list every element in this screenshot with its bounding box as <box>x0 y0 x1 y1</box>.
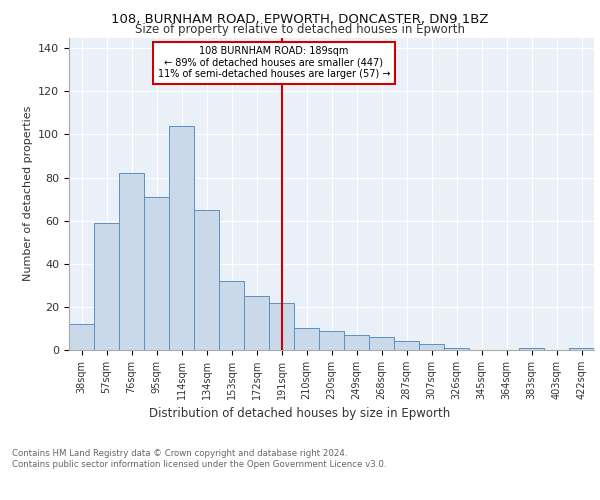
Text: Distribution of detached houses by size in Epworth: Distribution of detached houses by size … <box>149 408 451 420</box>
Text: 108, BURNHAM ROAD, EPWORTH, DONCASTER, DN9 1BZ: 108, BURNHAM ROAD, EPWORTH, DONCASTER, D… <box>111 12 489 26</box>
Bar <box>519 348 544 350</box>
Bar <box>219 281 244 350</box>
Y-axis label: Number of detached properties: Number of detached properties <box>23 106 32 282</box>
Bar <box>69 324 94 350</box>
Bar <box>144 197 169 350</box>
Bar <box>294 328 319 350</box>
Bar <box>319 330 344 350</box>
Text: Contains public sector information licensed under the Open Government Licence v3: Contains public sector information licen… <box>12 460 386 469</box>
Bar <box>194 210 219 350</box>
Bar <box>344 335 369 350</box>
Bar <box>119 174 144 350</box>
Bar <box>244 296 269 350</box>
Text: Size of property relative to detached houses in Epworth: Size of property relative to detached ho… <box>135 22 465 36</box>
Bar <box>569 348 594 350</box>
Bar <box>369 337 394 350</box>
Bar <box>169 126 194 350</box>
Bar <box>394 342 419 350</box>
Bar <box>419 344 444 350</box>
Bar <box>269 302 294 350</box>
Text: 108 BURNHAM ROAD: 189sqm
← 89% of detached houses are smaller (447)
11% of semi-: 108 BURNHAM ROAD: 189sqm ← 89% of detach… <box>158 46 390 80</box>
Bar <box>444 348 469 350</box>
Bar <box>94 223 119 350</box>
Text: Contains HM Land Registry data © Crown copyright and database right 2024.: Contains HM Land Registry data © Crown c… <box>12 448 347 458</box>
